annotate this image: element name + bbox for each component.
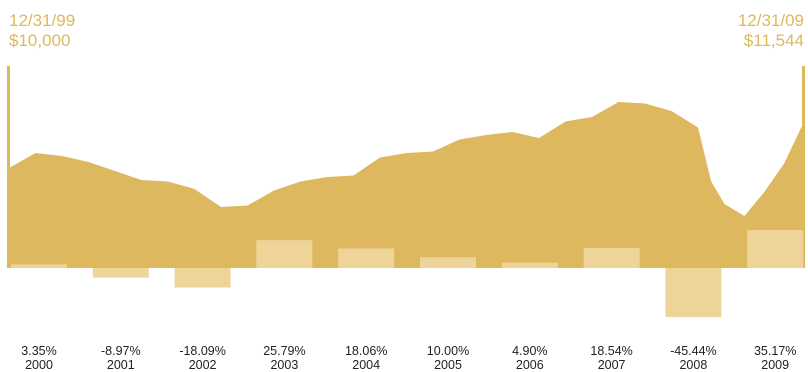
return-value-label: 25.79%: [263, 344, 306, 358]
bar-label-2003: 25.79% 2003: [249, 344, 319, 372]
year-label: 2002: [188, 358, 217, 372]
return-value-label: 18.54%: [590, 344, 633, 358]
bar-label-2009: 35.17% 2009: [740, 344, 808, 372]
end-date: 12/31/09: [737, 11, 804, 30]
bar-label-2006: 4.90% 2006: [495, 344, 565, 372]
return-bar-2008: [665, 268, 722, 317]
bar-label-2008: -45.44% 2008: [658, 344, 728, 372]
return-bar-2007: [583, 248, 640, 268]
year-label: 2007: [597, 358, 626, 372]
year-label: 2005: [434, 358, 462, 372]
return-value-label: -8.97%: [100, 344, 141, 358]
bar-label-2002: -18.09% 2002: [168, 344, 238, 372]
return-bar-2006: [501, 262, 558, 268]
return-value-label: 35.17%: [753, 344, 797, 358]
bar-label-2001: -8.97% 2001: [86, 344, 156, 372]
bar-label-2007: 18.54% 2007: [577, 344, 647, 372]
bar-label-2004: 18.06% 2004: [331, 344, 401, 372]
year-label: 2009: [761, 358, 790, 372]
bar-label-2005: 10.00% 2005: [413, 344, 483, 372]
year-label: 2003: [270, 358, 299, 372]
start-label: 12/31/99 $10,000: [9, 11, 75, 51]
return-bar-2005: [420, 257, 476, 268]
end-value: $11,544: [743, 31, 804, 50]
end-label: 12/31/09 $11,544: [738, 11, 804, 51]
start-value: $10,000: [9, 31, 71, 50]
year-label: 2008: [679, 358, 708, 372]
return-bar-2002: [174, 268, 231, 288]
start-marker-line: [7, 66, 10, 268]
year-label: 2001: [106, 358, 135, 372]
bar-label-2000: 3.35% 2000: [4, 344, 74, 372]
end-marker-line: [802, 66, 805, 268]
return-bar-2001: [92, 268, 149, 278]
return-value-label: -18.09%: [179, 344, 226, 358]
year-label: 2006: [515, 358, 544, 372]
return-bar-2009: [747, 230, 804, 268]
return-bar-2000: [11, 264, 67, 268]
return-value-label: -45.44%: [670, 344, 717, 358]
start-date: 12/31/99: [9, 11, 76, 30]
return-value-label: 10.00%: [426, 344, 470, 358]
return-bar-2003: [256, 240, 313, 268]
year-label: 2004: [352, 358, 381, 372]
return-bar-2004: [338, 248, 395, 268]
year-label: 2000: [25, 358, 53, 372]
annual-return-bars: [11, 230, 804, 317]
return-value-label: 4.90%: [512, 344, 548, 358]
return-value-label: 18.06%: [344, 344, 388, 358]
growth-area: [9, 102, 804, 268]
return-value-label: 3.35%: [21, 344, 57, 358]
